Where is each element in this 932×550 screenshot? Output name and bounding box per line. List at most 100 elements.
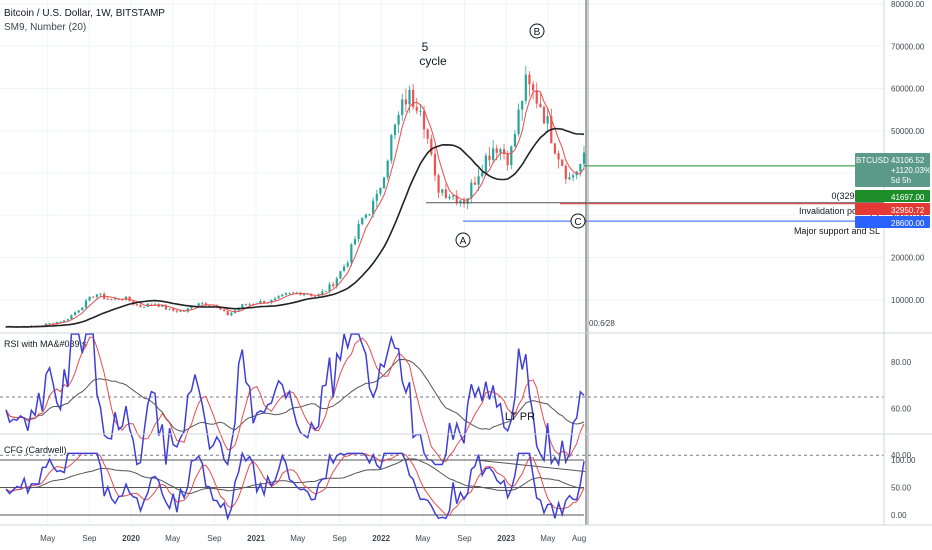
candle-body (364, 214, 367, 218)
support-price: 28600.00 (891, 219, 925, 228)
btcusd-price: 43106.52 (891, 156, 925, 165)
candle-body (375, 193, 378, 201)
candle-body (270, 300, 273, 303)
candle-body (422, 111, 426, 130)
grid (0, 0, 884, 524)
candle-body (328, 284, 331, 291)
candle-body (452, 195, 455, 197)
candle-body (223, 309, 226, 311)
time-tick-label: Sep (82, 534, 97, 543)
candle-body (470, 182, 473, 199)
candle-body (568, 177, 571, 180)
candle-body (121, 299, 124, 301)
indicator-legend[interactable]: SM9, Number (20) (4, 22, 87, 33)
candle-body (63, 320, 66, 322)
time-tick-label: May (290, 534, 305, 543)
candle-body (230, 313, 233, 316)
countdown: 5d 5h (891, 176, 911, 185)
candle-body (484, 155, 487, 173)
candle-body (55, 322, 58, 324)
candle-body (542, 106, 546, 124)
candle-body (350, 244, 353, 263)
candle-body (346, 262, 349, 267)
rsi-title: RSI with MA&#039;s (4, 339, 87, 349)
support-badge[interactable]: 28600.00 (855, 216, 930, 228)
symbol-title[interactable]: Bitcoin / U.S. Dollar, 1W, BITSTAMP (4, 8, 165, 19)
candle-body (106, 298, 109, 300)
candle-body (357, 224, 360, 240)
candle-body (335, 278, 338, 287)
candle-body (292, 292, 295, 294)
candle-body (437, 175, 440, 193)
candle-body (488, 155, 491, 161)
wave-5-label: cycle (419, 54, 447, 68)
candle-body (393, 124, 397, 136)
cfg-tick-label: 0.00 (891, 511, 907, 520)
candle-body (404, 99, 407, 105)
long-badge[interactable]: 41697.00 (855, 190, 930, 202)
candle-body (532, 84, 535, 91)
candle-body (382, 177, 386, 188)
candle-body (183, 310, 186, 312)
candle-body (208, 305, 211, 307)
candle-body (502, 149, 506, 154)
time-tick-label: 2023 (497, 534, 515, 543)
candle-body (73, 312, 77, 316)
candle-body (390, 135, 393, 161)
candle-body (441, 189, 444, 193)
time-tick-label: May (415, 534, 430, 543)
candle-body (571, 175, 575, 178)
candle-body (492, 148, 495, 161)
btcusd-name: BTCUSD (856, 156, 889, 165)
candle-body (412, 89, 415, 107)
btcusd-change: +1120.03% (891, 166, 931, 175)
btcusd-badge[interactable]: BTCUSD+1120.03%5d 5h (855, 153, 931, 187)
candle-body (48, 323, 51, 325)
candle-body (259, 301, 262, 304)
invalidation-price: 32950.72 (891, 206, 925, 215)
candle-body (277, 296, 280, 299)
candle-body (153, 304, 157, 305)
candle-body (70, 315, 73, 320)
candle-body (321, 291, 324, 295)
candle-body (135, 304, 138, 306)
price-tick-label: 70000.00 (891, 42, 925, 51)
rsi-tick-label: 80.00 (891, 358, 912, 367)
candle-body (481, 172, 484, 177)
candle-body (161, 305, 164, 307)
rsi-note: LT PR (505, 411, 535, 423)
candle-body (477, 176, 480, 185)
candle-body (513, 134, 517, 147)
price-pane[interactable]: 00:6⁄28 (4, 0, 884, 525)
candle-body (66, 319, 69, 321)
candle-body (124, 296, 128, 300)
candle-body (59, 321, 62, 323)
candle-body (44, 323, 48, 326)
candle-body (535, 90, 538, 104)
candle-body (579, 163, 582, 172)
candle-body (324, 290, 327, 292)
candle-body (92, 296, 95, 298)
rsi-pane[interactable]: RSI with MA&#039;s LT PR (0, 333, 884, 473)
ma-fast-line (5, 90, 585, 328)
cfg-pane[interactable]: CFG (Cardwell) (0, 445, 585, 521)
candle-body (201, 303, 204, 305)
candle-body (88, 296, 91, 301)
candle-body (248, 303, 251, 305)
invalidation-badge[interactable]: 32950.72 (855, 203, 930, 215)
candle-body (252, 303, 255, 305)
candle-body (284, 293, 288, 295)
support-badge-bg (855, 216, 930, 228)
candle-body (564, 165, 567, 180)
candle-body (95, 294, 98, 297)
candle-body (506, 153, 509, 166)
candle-body (164, 305, 168, 310)
wave-a-circle (455, 232, 471, 248)
price-tick-label: 50000.00 (891, 127, 925, 136)
candle-body (582, 152, 586, 164)
candle-body (244, 304, 248, 305)
time-tick-label: May (165, 534, 180, 543)
candle-body (455, 195, 458, 204)
annotations: Long0(32950.72)Invalidation point (2)Maj… (419, 23, 931, 248)
